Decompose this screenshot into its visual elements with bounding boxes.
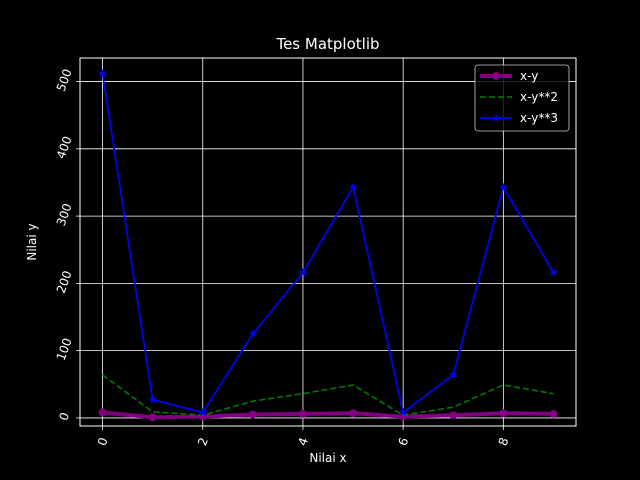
data-point (298, 409, 307, 418)
data-point (298, 268, 308, 277)
data-point (348, 182, 358, 191)
x-tick-label: 2 (195, 436, 211, 448)
legend-box (474, 64, 570, 132)
series-layer (98, 68, 558, 422)
x-axis-ticks: 0 2 4 6 8 (95, 426, 512, 448)
legend-label: x-y**3 (520, 111, 558, 125)
x-tick-label: 6 (396, 436, 412, 448)
data-point (248, 329, 258, 338)
data-point (98, 68, 107, 78)
series-1 (98, 408, 558, 422)
x-tick-label: 0 (95, 436, 111, 448)
legend-label: x-y (520, 69, 538, 83)
data-point (549, 268, 558, 277)
legend-label: x-y**2 (520, 90, 558, 104)
data-point (499, 182, 508, 191)
data-point (198, 408, 208, 417)
data-point (448, 370, 458, 379)
data-point (349, 409, 358, 418)
x-axis-label: Nilai x (309, 451, 346, 465)
series-line (102, 410, 554, 420)
plot-frame (79, 57, 577, 427)
data-point (148, 395, 157, 404)
data-point (499, 409, 508, 418)
y-tick-label: 0 (56, 411, 72, 423)
data-point (248, 410, 257, 419)
data-point (449, 411, 458, 420)
series-3 (98, 68, 558, 417)
series-line (101, 73, 555, 414)
data-point (398, 408, 408, 417)
chart-title: Tes Matplotlib (275, 35, 379, 53)
data-point (98, 408, 107, 417)
legend-marker (491, 113, 501, 122)
legend-marker (492, 72, 500, 80)
x-tick-label: 8 (496, 436, 512, 448)
data-point (148, 413, 157, 422)
data-point (549, 409, 558, 418)
x-tick-label: 4 (295, 436, 311, 448)
y-axis-label: Nilai y (25, 223, 39, 260)
legend: x-y x-y**2 x-y**3 (474, 64, 570, 132)
